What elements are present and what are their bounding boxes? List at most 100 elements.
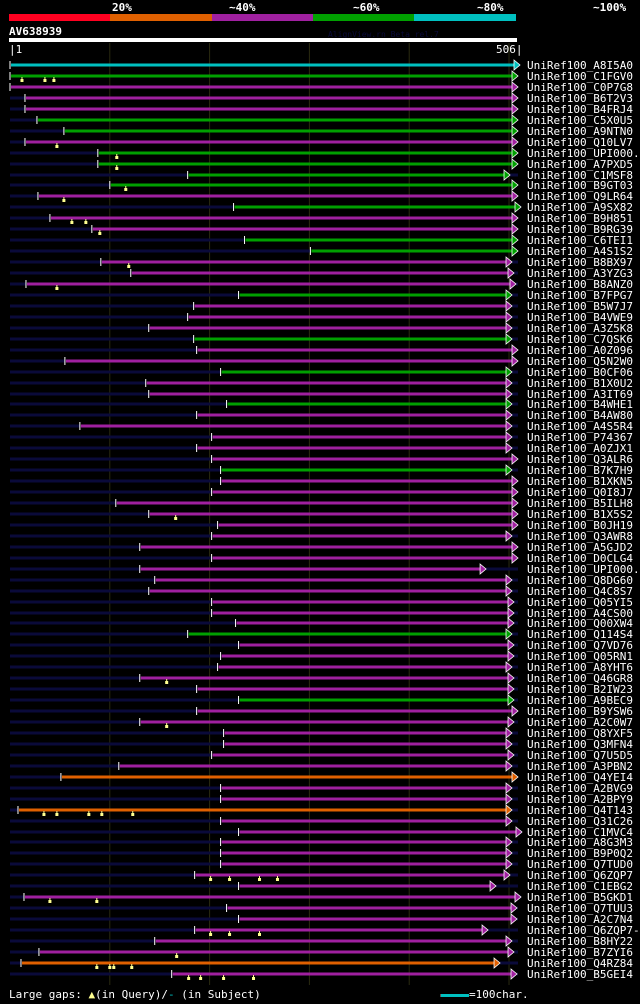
hit-name[interactable]: UniRef100_Q9LR64: [527, 190, 633, 203]
hit-name[interactable]: UniRef100_A3Z5K8: [527, 322, 633, 335]
hit-name[interactable]: UniRef100_B9YSW6: [527, 705, 633, 718]
hit-name[interactable]: UniRef100_A7PXD5: [527, 158, 633, 171]
hit-name[interactable]: UniRef100_A4CS00: [527, 607, 633, 620]
query-gap-marker: [131, 813, 135, 816]
hit-name[interactable]: UniRef100_A9SX82: [527, 201, 633, 214]
hit-name[interactable]: UniRef100_Q5N2W0: [527, 355, 633, 368]
hit-name[interactable]: UniRef100_B7ZYI6: [527, 946, 633, 959]
alignment-end-arrow: [515, 826, 523, 838]
hit-name[interactable]: UniRef100_A0Z096: [527, 344, 633, 357]
hit-name[interactable]: UniRef100_Q3MFN4: [527, 738, 633, 751]
hit-name[interactable]: UniRef100_C1EBG2: [527, 880, 633, 893]
hit-name[interactable]: UniRef100_A3IT69: [527, 388, 633, 401]
hit-name[interactable]: UniRef100_Q4YEI4: [527, 771, 633, 784]
hit-name[interactable]: UniRef100_B4AW80: [527, 409, 633, 422]
hit-name[interactable]: UniRef100_A4S1S2: [527, 245, 633, 258]
hit-name[interactable]: UniRef100_A5GJD2: [527, 541, 633, 554]
hit-name[interactable]: UniRef100_P74367: [527, 431, 633, 444]
hit-name[interactable]: UniRef100_A8YHT6: [527, 661, 633, 674]
hit-name[interactable]: UniRef100_B2IW23: [527, 683, 633, 696]
alignment-end-arrow: [507, 650, 515, 662]
hit-name[interactable]: UniRef100_Q31C26: [527, 815, 633, 828]
hit-name[interactable]: UniRef100_A0ZJX1: [527, 442, 633, 455]
hit-name[interactable]: UniRef100_B5ILH8: [527, 497, 633, 510]
query-gap-marker: [42, 813, 46, 816]
hit-name[interactable]: UniRef100_Q7U5D5: [527, 749, 633, 762]
hit-name[interactable]: UniRef100_Q7TUU3: [527, 902, 633, 915]
hit-name[interactable]: UniRef100_B4WHE1: [527, 398, 633, 411]
hit-name[interactable]: UniRef100_A2BVG9: [527, 782, 633, 795]
query-gap-marker: [252, 977, 256, 980]
hit-name[interactable]: UniRef100_Q05YI5: [527, 596, 633, 609]
hit-name[interactable]: UniRef100_B8ANZ0: [527, 278, 633, 291]
hit-name[interactable]: UniRef100_B9P0Q2: [527, 847, 633, 860]
alignment-end-arrow: [493, 957, 501, 969]
hit-name[interactable]: UniRef100_Q6ZQP7: [527, 869, 633, 882]
alignment-end-arrow: [505, 760, 513, 772]
hit-name[interactable]: UniRef100_C0P7G8: [527, 81, 633, 94]
hit-name[interactable]: UniRef100_Q8YXF5: [527, 727, 633, 740]
hit-name[interactable]: UniRef100_UPI000..: [527, 563, 640, 576]
identity-color-legend: 20% ~40% ~60% ~80% ~100%: [0, 0, 640, 22]
query-gap-marker: [275, 878, 279, 881]
hit-name[interactable]: UniRef100_B7K7H9: [527, 464, 633, 477]
hit-name[interactable]: UniRef100_C1MVC4: [527, 826, 633, 839]
hit-name[interactable]: UniRef100_B9RG39: [527, 223, 633, 236]
hit-name[interactable]: UniRef100_Q00XW4: [527, 617, 633, 630]
hit-name[interactable]: UniRef100_C7QSK6: [527, 333, 633, 346]
hit-name[interactable]: UniRef100_B0JH19: [527, 519, 633, 532]
hit-name[interactable]: UniRef100_B5GKD1: [527, 891, 633, 904]
hit-name[interactable]: UniRef100_A3YZG3: [527, 267, 633, 280]
hit-name[interactable]: UniRef100_B9GT03: [527, 179, 633, 192]
hit-name[interactable]: UniRef100_C1MSF8: [527, 169, 633, 182]
hit-name[interactable]: UniRef100_B0CF06: [527, 366, 633, 379]
hit-name[interactable]: UniRef100_B4FRJ4: [527, 103, 633, 116]
hit-name[interactable]: UniRef100_Q0I8J7: [527, 486, 633, 499]
hit-name[interactable]: UniRef100_A8I5A0: [527, 59, 633, 72]
hit-name[interactable]: UniRef100_D0CLG4: [527, 552, 633, 565]
hit-name[interactable]: UniRef100_Q3AWR8: [527, 530, 633, 543]
hit-name[interactable]: UniRef100_B6T2V3: [527, 92, 633, 105]
hit-name[interactable]: UniRef100_Q10LV7: [527, 136, 633, 149]
hit-name[interactable]: UniRef100_Q46GR8: [527, 672, 633, 685]
hit-name[interactable]: UniRef100_B8BX97: [527, 256, 633, 269]
hit-name[interactable]: UniRef100_C1FGV0: [527, 70, 633, 83]
hit-name[interactable]: UniRef100_Q8DG60: [527, 574, 633, 587]
hit-name[interactable]: UniRef100_B1X5S2: [527, 508, 633, 521]
hit-name[interactable]: UniRef100_A2C0W7: [527, 716, 633, 729]
hit-name[interactable]: UniRef100_B4VWE9: [527, 311, 633, 324]
hit-name[interactable]: UniRef100_A9BEC9: [527, 694, 633, 707]
alignment-end-arrow: [505, 464, 513, 476]
hit-name[interactable]: UniRef100_Q05RN1: [527, 650, 633, 663]
hit-name[interactable]: UniRef100_UPI000..: [527, 147, 640, 160]
query-gap-marker: [95, 900, 99, 903]
hit-name[interactable]: UniRef100_Q4C8S7: [527, 585, 633, 598]
hit-name[interactable]: UniRef100_A3PBN2: [527, 760, 633, 773]
hit-name[interactable]: UniRef100_B8HY22: [527, 935, 633, 948]
hit-name[interactable]: UniRef100_Q4RZ84: [527, 957, 633, 970]
alignment-end-arrow: [505, 661, 513, 673]
hit-name[interactable]: UniRef100_Q3ALR6: [527, 453, 633, 466]
alignment-end-arrow: [489, 880, 497, 892]
hit-name[interactable]: UniRef100_B7FPG7: [527, 289, 633, 302]
hit-name[interactable]: UniRef100_Q4T143: [527, 804, 633, 817]
hit-name[interactable]: UniRef100_A2BPY9: [527, 793, 633, 806]
hit-name[interactable]: UniRef100_Q7VD76: [527, 639, 633, 652]
hit-name[interactable]: UniRef100_Q7TUD0: [527, 858, 633, 871]
hit-name[interactable]: UniRef100_B5W7J7: [527, 300, 633, 313]
hit-name[interactable]: UniRef100_A9NTN0: [527, 125, 633, 138]
hit-name[interactable]: UniRef100_B1X0U2: [527, 377, 633, 390]
hit-name[interactable]: UniRef100_A2C7N4: [527, 913, 633, 926]
query-gap-marker: [127, 265, 131, 268]
alignment-end-arrow: [511, 147, 519, 159]
hit-name[interactable]: UniRef100_A4S5R4: [527, 420, 633, 433]
hit-name[interactable]: UniRef100_A8G3M3: [527, 836, 633, 849]
hit-name[interactable]: UniRef100_C6TEI1: [527, 234, 633, 247]
hit-name[interactable]: UniRef100_B9H851: [527, 212, 633, 225]
hit-name[interactable]: UniRef100_B5GEI4: [527, 968, 633, 981]
hit-name[interactable]: UniRef100_C5X0U5: [527, 114, 633, 127]
query-start-label: |1: [9, 43, 23, 56]
hit-name[interactable]: UniRef100_Q114S4: [527, 628, 633, 641]
hit-name[interactable]: UniRef100_Q6ZQP7-2: [527, 924, 640, 937]
hit-name[interactable]: UniRef100_B1XKN5: [527, 475, 633, 488]
